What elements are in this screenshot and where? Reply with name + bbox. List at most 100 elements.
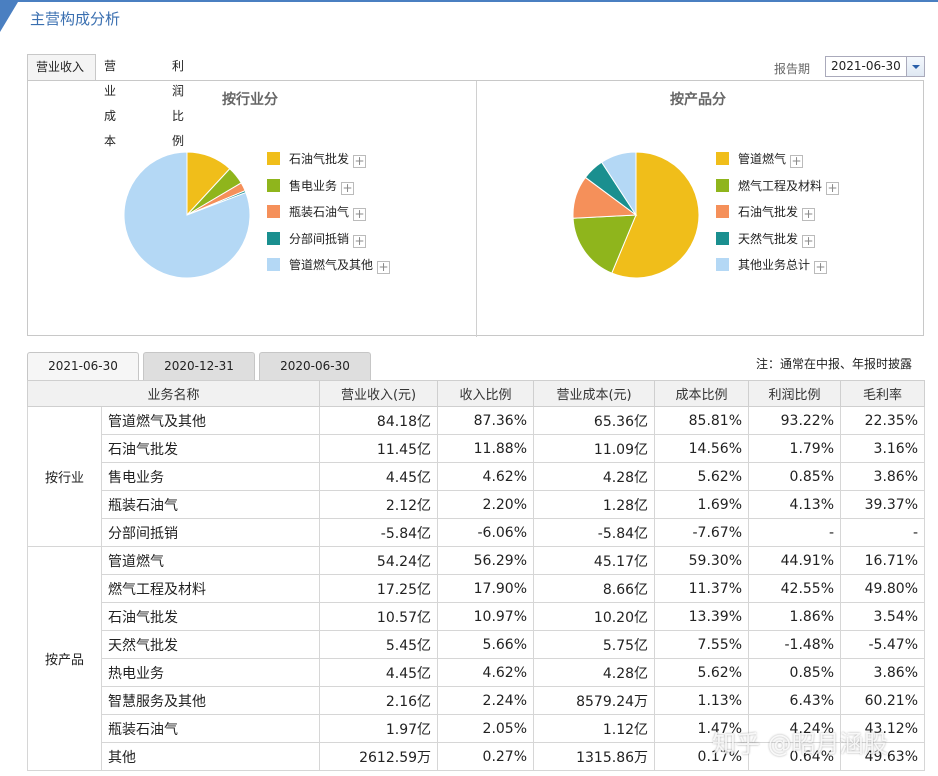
expand-plus-icon[interactable]: + bbox=[377, 260, 391, 274]
tab-period-2020-12-31[interactable]: 2020-12-31 bbox=[143, 352, 255, 380]
value-cell: -5.84亿 bbox=[533, 518, 656, 547]
legend-item: 石油气批发 + bbox=[716, 204, 816, 221]
table-row: 瓶装石油气 1.97亿 2.05% 1.12亿 1.47% 4.24% 43.12% bbox=[28, 714, 926, 743]
value-cell: 10.97% bbox=[437, 602, 535, 631]
expand-plus-icon[interactable]: + bbox=[826, 180, 840, 195]
table-row: 燃气工程及材料 17.25亿 17.90% 8.66亿 11.37% 42.55% 49.8… bbox=[28, 574, 926, 603]
value-cell: 1.79% bbox=[748, 434, 842, 463]
expand-plus-icon[interactable]: + bbox=[341, 180, 355, 195]
value-cell: 2.16亿 bbox=[319, 686, 439, 715]
pie-slice-2[interactable] bbox=[572, 214, 637, 274]
tab-period-2020-06-30[interactable]: 2020-06-30 bbox=[259, 352, 371, 380]
value-cell: 11.88% bbox=[437, 434, 535, 463]
value-cell: 3.86% bbox=[840, 658, 926, 687]
column-header: 营业收入(元) bbox=[319, 380, 439, 407]
value-cell: 22.35% bbox=[840, 406, 926, 435]
chevron-down-icon[interactable] bbox=[906, 57, 924, 76]
value-cell: 1.28亿 bbox=[533, 490, 656, 519]
business-name-cell: 售电业务 bbox=[100, 462, 321, 491]
legend-label: 石油气批发 bbox=[289, 152, 350, 166]
value-cell: 14.56% bbox=[654, 434, 750, 463]
legend-item: 石油气批发 + bbox=[267, 151, 367, 168]
legend-swatch bbox=[267, 178, 280, 192]
group-label: 按产品 bbox=[27, 546, 102, 771]
value-cell: 2612.59万 bbox=[319, 742, 439, 771]
value-cell: 59.30% bbox=[654, 546, 750, 575]
legend-swatch bbox=[267, 231, 280, 245]
charts-panel: 按行业分 石油气批发 + 售电业务 + 瓶装石油气 + 分部间抵销 + 管道燃气及其他 + 按产品… bbox=[27, 80, 924, 337]
header-accent bbox=[0, 2, 18, 32]
industry-pie-chart bbox=[123, 151, 251, 279]
value-cell: 5.62% bbox=[654, 658, 750, 687]
expand-plus-icon[interactable]: + bbox=[802, 233, 816, 248]
table-header-row: 业务名称 营业收入(元) 收入比例 营业成本(元) 成本比例 利润比例 毛利率 bbox=[26, 380, 926, 407]
value-cell: 13.39% bbox=[654, 602, 750, 631]
value-cell: 39.37% bbox=[840, 490, 926, 519]
business-name-cell: 其他 bbox=[100, 742, 321, 771]
value-cell: 2.12亿 bbox=[319, 490, 439, 519]
value-cell: -5.84亿 bbox=[319, 518, 439, 547]
legend-swatch bbox=[716, 231, 729, 245]
value-cell: 4.62% bbox=[437, 658, 535, 687]
table-row: 天然气批发 5.45亿 5.66% 5.75亿 7.55% -1.48% -5.47% bbox=[28, 630, 926, 659]
expand-plus-icon[interactable]: + bbox=[802, 207, 816, 221]
expand-plus-icon[interactable]: + bbox=[790, 154, 804, 168]
business-name-cell: 石油气批发 bbox=[100, 434, 321, 463]
expand-plus-icon[interactable]: + bbox=[353, 154, 367, 168]
column-header: 利润比例 bbox=[748, 380, 842, 407]
business-composition-table: 业务名称 营业收入(元) 收入比例 营业成本(元) 成本比例 利润比例 毛利率 … bbox=[26, 380, 926, 771]
value-cell: 11.45亿 bbox=[319, 434, 439, 463]
value-cell: 5.45亿 bbox=[319, 630, 439, 659]
value-cell: 56.29% bbox=[437, 546, 535, 575]
column-header: 收入比例 bbox=[437, 380, 535, 407]
expand-plus-icon[interactable]: + bbox=[814, 260, 828, 274]
tab-period-2021-06-30[interactable]: 2021-06-30 bbox=[27, 352, 139, 380]
expand-plus-icon[interactable]: + bbox=[353, 207, 367, 221]
product-pie-chart bbox=[572, 151, 700, 279]
value-cell: 3.86% bbox=[840, 462, 926, 491]
expand-plus-icon[interactable]: + bbox=[353, 233, 367, 248]
disclosure-note: 注：通常在中报、年报时披露 bbox=[756, 357, 913, 371]
legend-item: 管道燃气 + bbox=[716, 151, 804, 168]
value-cell: 10.57亿 bbox=[319, 602, 439, 631]
value-cell: 0.85% bbox=[748, 462, 842, 491]
product-chart-title: 按产品分 bbox=[670, 92, 726, 108]
business-name-cell: 天然气批发 bbox=[100, 630, 321, 659]
value-cell: 2.05% bbox=[437, 714, 535, 743]
legend-item: 瓶装石油气 + bbox=[267, 204, 367, 221]
pie-slice-1[interactable] bbox=[611, 151, 700, 279]
value-cell: 0.64% bbox=[748, 742, 842, 771]
value-cell: - bbox=[840, 518, 926, 547]
value-cell: 1315.86万 bbox=[533, 742, 656, 771]
group-label: 按行业 bbox=[27, 406, 102, 547]
value-cell: 1.86% bbox=[748, 602, 842, 631]
value-cell: 17.25亿 bbox=[319, 574, 439, 603]
value-cell: 8.66亿 bbox=[533, 574, 656, 603]
legend-label: 天然气批发 bbox=[738, 231, 799, 246]
pie-slice-5[interactable] bbox=[600, 151, 637, 217]
value-cell: 5.66% bbox=[437, 630, 535, 659]
value-cell: 54.24亿 bbox=[319, 546, 439, 575]
column-header: 业务名称 bbox=[26, 380, 321, 407]
value-cell: 49.63% bbox=[840, 742, 926, 771]
value-cell: 93.22% bbox=[748, 406, 842, 435]
value-cell: 5.62% bbox=[654, 462, 750, 491]
value-cell: -6.06% bbox=[437, 518, 535, 547]
business-name-cell: 管道燃气 bbox=[100, 546, 321, 575]
value-cell: 4.62% bbox=[437, 462, 535, 491]
legend-swatch bbox=[267, 258, 280, 271]
report-period-select[interactable]: 2021-06-30 bbox=[825, 56, 925, 77]
business-name-cell: 瓶装石油气 bbox=[100, 490, 321, 519]
pie-slice-5[interactable] bbox=[123, 151, 251, 279]
value-cell: 2.20% bbox=[437, 490, 535, 519]
section-header: 主营构成分析 bbox=[0, 0, 938, 34]
legend-item: 售电业务 + bbox=[267, 178, 355, 195]
tab-cost[interactable]: 营业成本 bbox=[104, 59, 117, 148]
value-cell: 1.97亿 bbox=[319, 714, 439, 743]
value-cell: 84.18亿 bbox=[319, 406, 439, 435]
business-name-cell: 管道燃气及其他 bbox=[100, 406, 321, 435]
tab-revenue[interactable]: 营业收入 bbox=[27, 54, 96, 81]
value-cell: 11.09亿 bbox=[533, 434, 656, 463]
value-cell: 0.85% bbox=[748, 658, 842, 687]
tab-profit-ratio[interactable]: 利润比例 bbox=[172, 59, 185, 148]
